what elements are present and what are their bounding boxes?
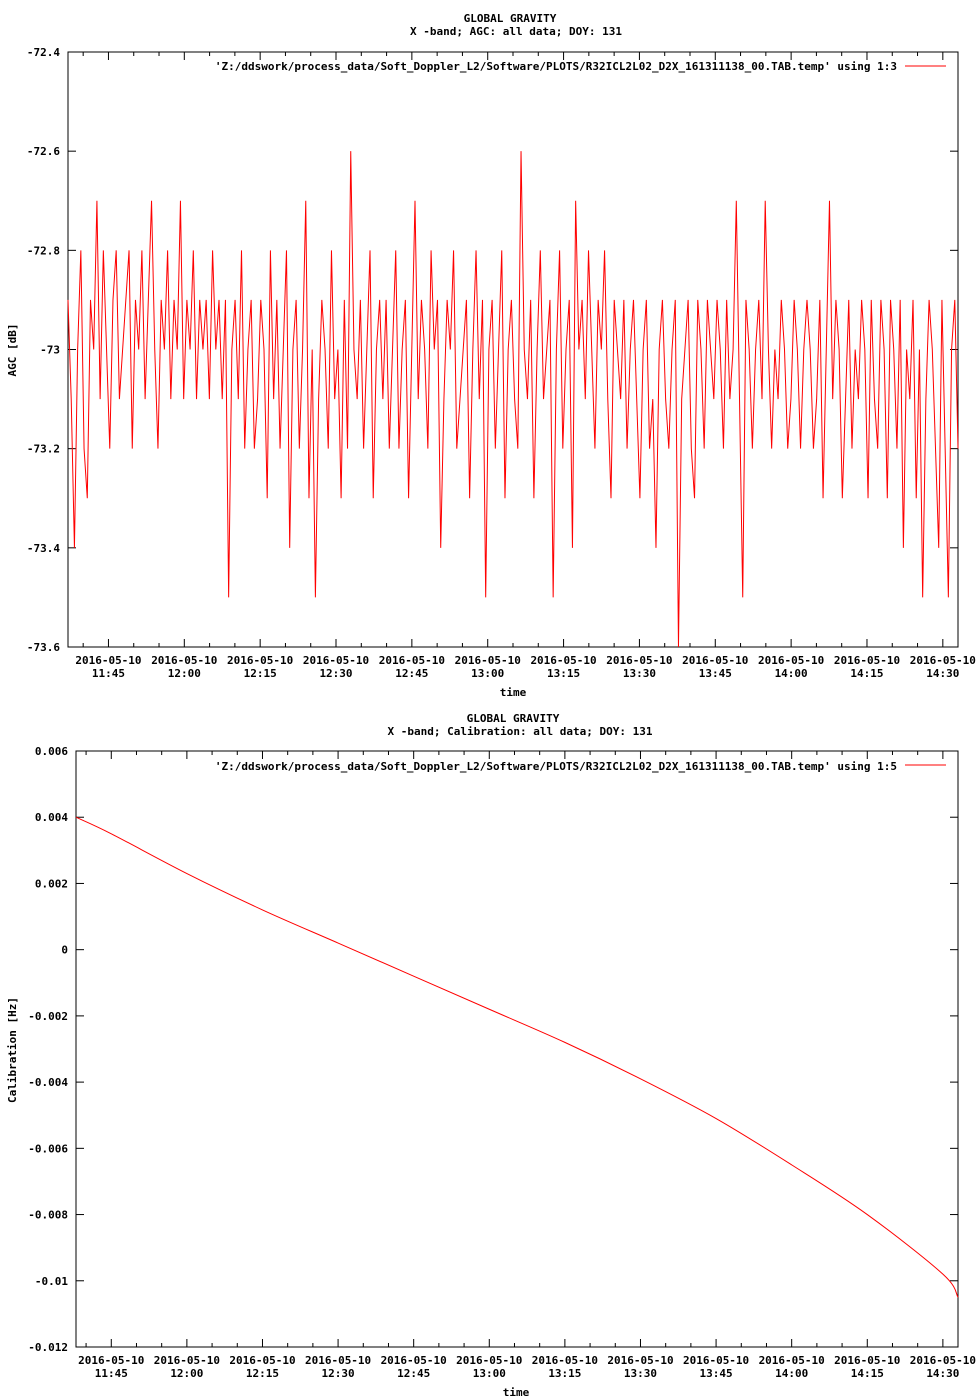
calibration-x-tick-time: 12:15 [246,1367,279,1380]
calibration-chart-title: GLOBAL GRAVITY [467,712,560,725]
calibration-y-tick-label: -0.008 [28,1209,68,1222]
calibration-y-tick-label: 0.002 [35,877,68,890]
calibration-x-tick-date: 2016-05-10 [683,1354,749,1367]
calibration-x-tick-date: 2016-05-10 [759,1354,825,1367]
calibration-legend: 'Z:/ddswork/process_data/Soft_Doppler_L2… [215,760,946,773]
agc-x-tick-date: 2016-05-10 [303,654,369,667]
calibration-y-tick-label: -0.004 [28,1076,68,1089]
agc-x-tick-date: 2016-05-10 [227,654,293,667]
agc-x-tick-time: 12:00 [168,667,201,680]
agc-y-tick-label: -72.4 [27,46,60,59]
agc-x-tick-time: 13:45 [699,667,732,680]
agc-x-tick-date: 2016-05-10 [75,654,141,667]
agc-y-tick-label: -73.4 [27,542,60,555]
agc-x-tick-time: 12:30 [319,667,352,680]
agc-x-tick-date: 2016-05-10 [910,654,976,667]
calibration-x-tick-time: 12:30 [322,1367,355,1380]
calibration-y-tick-label: 0 [61,944,68,957]
calibration-x-tick-date: 2016-05-10 [456,1354,522,1367]
agc-chart-title: GLOBAL GRAVITY [464,12,557,25]
calibration-x-tick-date: 2016-05-10 [229,1354,295,1367]
agc-legend-label: 'Z:/ddswork/process_data/Soft_Doppler_L2… [215,60,897,73]
calibration-x-tick-time: 13:00 [473,1367,506,1380]
calibration-x-tick-time: 12:45 [397,1367,430,1380]
calibration-chart: GLOBAL GRAVITY X -band; Calibration: all… [6,712,976,1399]
calibration-x-tick-time: 13:30 [624,1367,657,1380]
calibration-y-tick-label: 0.006 [35,745,68,758]
calibration-y-axis-label: Calibration [Hz] [6,997,19,1103]
calibration-y-tick-label: 0.004 [35,811,68,824]
agc-series-line [67,151,959,648]
calibration-y-tick-label: -0.006 [28,1142,68,1155]
calibration-chart-subtitle: X -band; Calibration: all data; DOY: 131 [388,725,653,738]
calibration-x-tick-time: 12:00 [170,1367,203,1380]
agc-chart: GLOBAL GRAVITY X -band; AGC: all data; D… [6,12,976,699]
agc-y-tick-label: -73 [40,344,60,357]
agc-y-tick-label: -73.6 [27,641,60,654]
agc-y-tick-label: -73.2 [27,443,60,456]
agc-x-tick-time: 13:15 [547,667,580,680]
calibration-x-tick-date: 2016-05-10 [381,1354,447,1367]
agc-x-tick-time: 13:00 [471,667,504,680]
calibration-y-tick-label: -0.002 [28,1010,68,1023]
calibration-x-tick-time: 13:45 [700,1367,733,1380]
agc-x-tick-date: 2016-05-10 [455,654,521,667]
calibration-plot-frame [75,750,959,1348]
calibration-x-tick-time: 11:45 [95,1367,128,1380]
calibration-legend-label: 'Z:/ddswork/process_data/Soft_Doppler_L2… [215,760,897,773]
calibration-x-tick-date: 2016-05-10 [834,1354,900,1367]
calibration-x-tick-date: 2016-05-10 [78,1354,144,1367]
agc-x-tick-date: 2016-05-10 [606,654,672,667]
agc-x-tick-time: 12:45 [395,667,428,680]
agc-x-tick-date: 2016-05-10 [758,654,824,667]
calibration-x-tick-time: 14:30 [926,1367,959,1380]
calibration-x-tick-time: 14:15 [851,1367,884,1380]
agc-x-tick-time: 12:15 [244,667,277,680]
agc-chart-subtitle: X -band; AGC: all data; DOY: 131 [410,25,622,38]
calibration-x-tick-date: 2016-05-10 [532,1354,598,1367]
agc-x-tick-time: 14:30 [926,667,959,680]
calibration-x-tick-time: 14:00 [775,1367,808,1380]
agc-x-tick-date: 2016-05-10 [682,654,748,667]
agc-x-tick-time: 11:45 [92,667,125,680]
calibration-series-line [75,816,959,1298]
agc-x-tick-time: 14:00 [775,667,808,680]
agc-x-axis-label: time [500,686,527,699]
agc-x-tick-date: 2016-05-10 [834,654,900,667]
calibration-x-tick-date: 2016-05-10 [305,1354,371,1367]
calibration-x-axis-label: time [503,1386,530,1399]
calibration-x-tick-date: 2016-05-10 [154,1354,220,1367]
agc-x-tick-time: 13:30 [623,667,656,680]
agc-y-tick-label: -72.8 [27,244,60,257]
calibration-y-tick-label: -0.01 [35,1275,68,1288]
agc-x-tick-date: 2016-05-10 [530,654,596,667]
agc-x-tick-date: 2016-05-10 [151,654,217,667]
calibration-y-tick-label: -0.012 [28,1341,68,1354]
agc-legend: 'Z:/ddswork/process_data/Soft_Doppler_L2… [215,60,946,73]
agc-y-axis-label: AGC [dB] [6,324,19,377]
agc-x-tick-date: 2016-05-10 [379,654,445,667]
calibration-x-tick-time: 13:15 [548,1367,581,1380]
calibration-x-tick-date: 2016-05-10 [910,1354,976,1367]
agc-x-tick-time: 14:15 [850,667,883,680]
agc-y-tick-label: -72.6 [27,145,60,158]
calibration-x-tick-date: 2016-05-10 [607,1354,673,1367]
